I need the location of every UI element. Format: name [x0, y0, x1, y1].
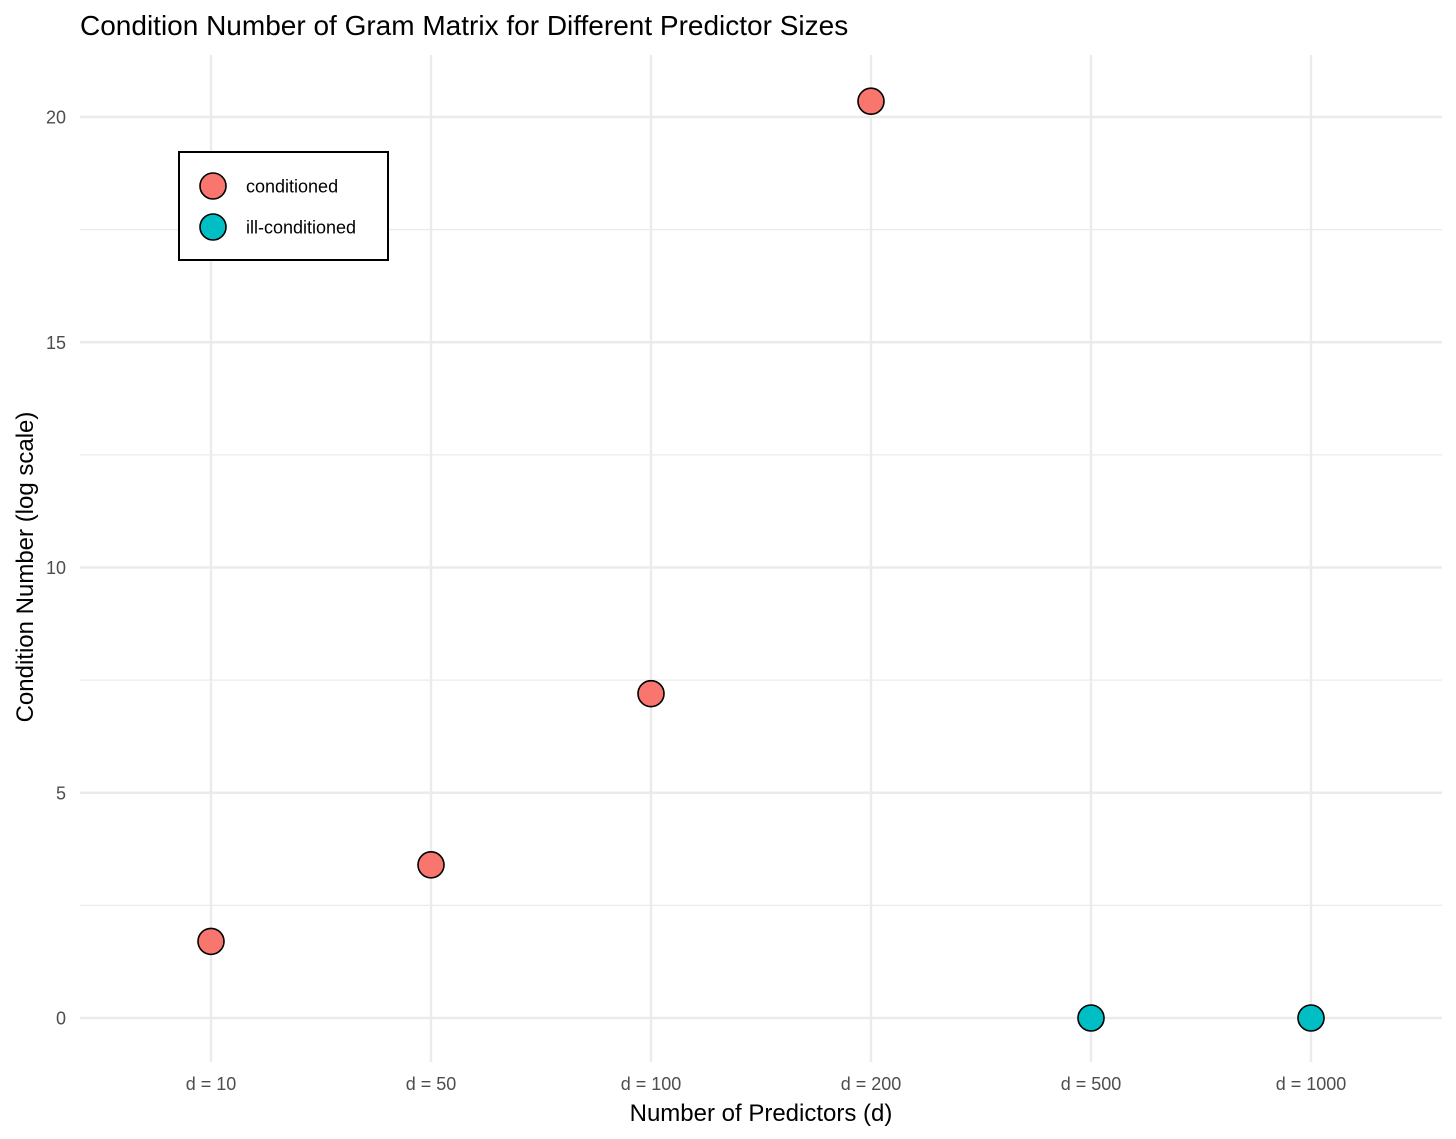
tick-labels: 0 5 10 15 20 d = 10 d = 50 d = 100 d = 200 d = 50…	[46, 108, 1346, 1095]
legend: conditioned ill-conditioned	[178, 151, 389, 261]
data-point	[857, 87, 885, 116]
legend-box	[178, 151, 389, 261]
x-tick-label: d = 10	[186, 1074, 237, 1094]
x-tick-label: d = 1000	[1276, 1074, 1347, 1094]
y-tick-label: 0	[56, 1009, 66, 1029]
gridlines	[80, 55, 1442, 1062]
legend-key	[199, 213, 227, 241]
legend-label: ill-conditioned	[246, 218, 356, 238]
y-tick-label: 10	[46, 558, 66, 578]
x-tick-label: d = 50	[406, 1074, 457, 1094]
legend-items: conditioned ill-conditioned	[199, 172, 356, 241]
data-point	[637, 679, 665, 708]
data-point	[197, 927, 225, 956]
data-point	[1297, 1004, 1325, 1032]
legend-label: conditioned	[246, 177, 338, 197]
data-point	[417, 851, 445, 879]
x-tick-label: d = 200	[841, 1074, 902, 1094]
x-tick-label: d = 500	[1061, 1074, 1122, 1094]
legend-key	[199, 172, 227, 200]
y-tick-label: 5	[56, 783, 66, 803]
chart-title: Condition Number of Gram Matrix for Diff…	[80, 10, 848, 41]
data-point	[1077, 1004, 1105, 1032]
y-tick-label: 15	[46, 333, 66, 353]
y-axis-title: Condition Number (log scale)	[12, 412, 39, 723]
x-tick-label: d = 100	[621, 1074, 682, 1094]
data-points	[197, 87, 1325, 1032]
y-tick-label: 20	[46, 108, 66, 128]
x-axis-title: Number of Predictors (d)	[630, 1100, 893, 1127]
